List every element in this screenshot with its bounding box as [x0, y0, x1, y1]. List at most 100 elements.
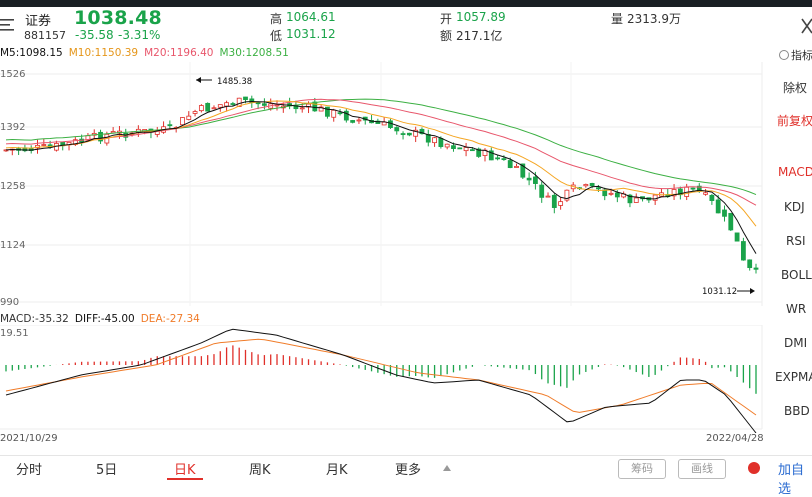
low-value: 1031.12: [286, 27, 336, 41]
candle-body: [545, 195, 551, 198]
candle-body: [325, 106, 330, 117]
open-value: 1057.89: [456, 10, 506, 24]
candle-body: [463, 147, 469, 152]
tab-more[interactable]: 更多: [395, 463, 422, 478]
candle-body: [734, 232, 740, 242]
candle-body: [715, 199, 721, 214]
candle-body: [514, 165, 519, 168]
candle-body: [469, 149, 475, 152]
volume-value: 2313.9万: [627, 12, 681, 26]
candle-body: [633, 197, 639, 203]
side-item-expma[interactable]: EXPMA: [775, 370, 812, 384]
candle-body: [400, 133, 406, 135]
candle-body: [722, 209, 727, 217]
candle-body: [406, 132, 412, 136]
dea-line: [5, 338, 757, 416]
candle-body: [205, 102, 211, 112]
macd-legend: MACD:-35.32 DIFF:-45.00 DEA:-27.34: [0, 313, 200, 325]
last-price: 1038.48: [74, 7, 162, 29]
active-tab-underline: [167, 478, 203, 480]
candle-body: [438, 137, 444, 147]
tab-5day[interactable]: 5日: [96, 463, 118, 478]
amount-value: 217.1亿: [456, 29, 503, 43]
candle-body: [627, 194, 633, 204]
candle-body: [394, 127, 400, 132]
candle-body: [457, 147, 463, 150]
date-end: 2022/04/28: [706, 433, 764, 444]
candlestick-chart[interactable]: 1526 1392 1258 1124 990 1485.38 1031.12: [0, 62, 770, 310]
side-item-forward-adjust[interactable]: 前复权: [777, 114, 812, 128]
side-item-wr[interactable]: WR: [786, 302, 807, 316]
stock-code: 881157: [24, 29, 66, 42]
candle-body: [211, 107, 217, 110]
price-change: -35.58: [75, 28, 114, 42]
candle-body: [381, 121, 387, 126]
close-icon[interactable]: [800, 17, 812, 35]
tab-intraday[interactable]: 分时: [16, 463, 43, 478]
side-item-kdj[interactable]: KDJ: [784, 200, 805, 214]
candle-body: [192, 111, 198, 114]
candle-body: [167, 124, 173, 127]
side-item-macd[interactable]: MACD: [778, 165, 812, 179]
candle-body: [753, 267, 759, 270]
candle-body: [419, 128, 425, 135]
draw-line-button[interactable]: 画线: [678, 459, 726, 479]
diff-value: DIFF:-45.00: [74, 313, 135, 325]
candle-body: [476, 148, 482, 157]
candle-body: [180, 117, 185, 126]
candle-body: [608, 192, 614, 195]
candle-body: [507, 160, 513, 169]
side-item-bbd[interactable]: BBD: [784, 404, 810, 418]
stock-name: 证券: [25, 14, 52, 29]
side-item-boll[interactable]: BOLL: [781, 268, 812, 282]
y-tick-3: 1258: [0, 181, 25, 192]
add-watchlist-button[interactable]: 加自选: [778, 463, 805, 497]
candle-body: [356, 119, 362, 122]
candle-body: [526, 177, 532, 181]
candle-body: [306, 103, 311, 108]
indicator-header-label: 指标: [791, 49, 812, 62]
side-item-dmi[interactable]: DMI: [784, 336, 808, 350]
high-label: 高: [270, 12, 283, 26]
candle-body: [186, 115, 192, 120]
candle-body: [495, 157, 500, 160]
candle-body: [337, 112, 343, 115]
y-tick-bottom: 990: [0, 297, 19, 308]
status-strip: [0, 0, 812, 7]
candle-body: [747, 259, 753, 269]
candle-body: [596, 187, 601, 190]
ma30-line: [5, 98, 757, 196]
candle-body: [375, 120, 381, 124]
ma30-label: M30:1208.51: [219, 47, 289, 59]
candle-body: [488, 150, 494, 161]
tab-monthly-k[interactable]: 月K: [326, 463, 348, 478]
ma10-label: M10:1150.39: [68, 47, 139, 59]
candle-body: [343, 110, 349, 121]
candle-body: [539, 184, 545, 198]
candle-body: [709, 194, 715, 201]
tab-weekly-k[interactable]: 周K: [249, 463, 271, 478]
candle-body: [198, 105, 204, 112]
macd-value: MACD:-35.32: [0, 313, 69, 325]
high-annotation: 1485.38: [196, 77, 252, 87]
candle-body: [520, 163, 526, 178]
candle-body: [3, 149, 9, 152]
candle-body: [614, 192, 620, 198]
chips-button[interactable]: 筹码: [618, 459, 666, 479]
side-item-ex-rights[interactable]: 除权: [783, 81, 808, 95]
candle-body: [350, 120, 356, 123]
side-item-rsi[interactable]: RSI: [786, 234, 806, 248]
candle-body: [564, 189, 570, 201]
date-start: 2021/10/29: [0, 433, 58, 444]
candle-body: [299, 107, 305, 110]
indicator-header[interactable]: 指标: [779, 47, 812, 63]
tab-daily-k[interactable]: 日K: [174, 463, 196, 478]
candle-body: [501, 158, 507, 161]
menu-icon[interactable]: [0, 18, 18, 32]
candle-body: [728, 212, 734, 231]
candle-body: [652, 194, 658, 201]
triangle-up-icon[interactable]: [442, 464, 452, 472]
candle-body: [444, 143, 450, 148]
macd-chart[interactable]: [0, 325, 770, 433]
candle-body: [558, 201, 564, 206]
